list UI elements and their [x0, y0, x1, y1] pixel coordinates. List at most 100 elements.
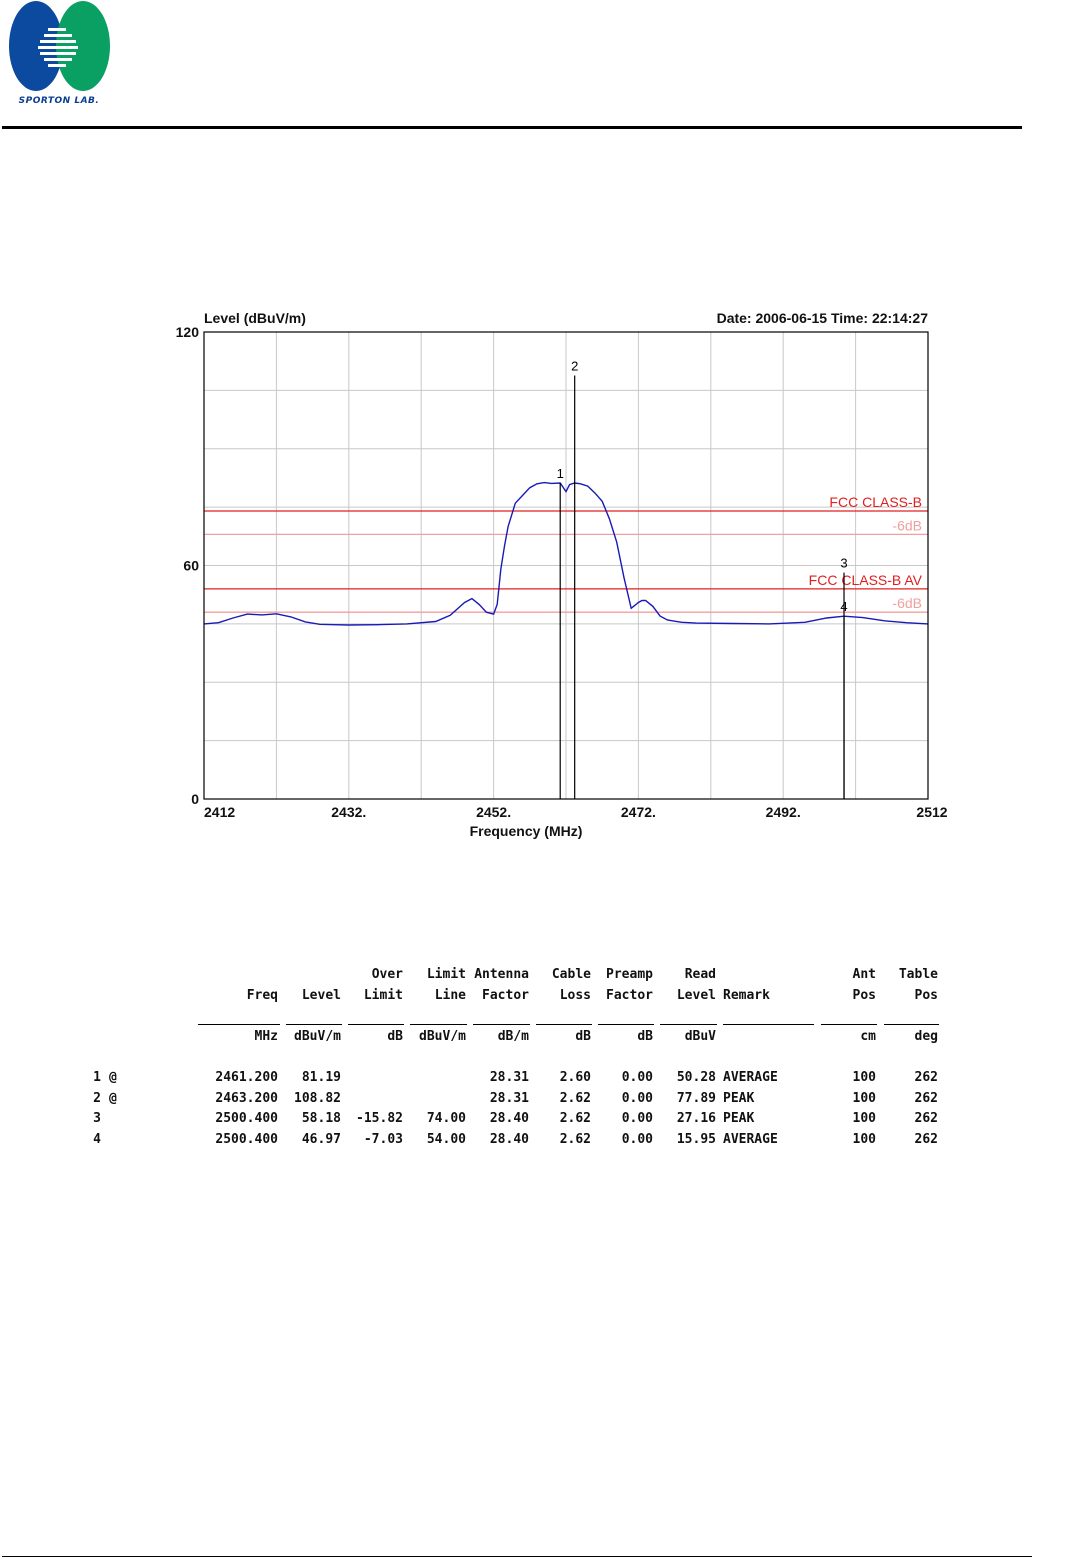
table-header-top: Table — [898, 967, 938, 982]
table-unit: dB — [575, 1029, 591, 1044]
table-header: Loss — [559, 988, 591, 1003]
table-cell: 28.31 — [489, 1090, 529, 1106]
table-cell: 2500.400 — [215, 1111, 278, 1126]
table-header-top: Preamp — [606, 967, 653, 982]
plot-frame — [203, 331, 929, 800]
table-unit: dB — [637, 1029, 653, 1044]
table-cell: AVERAGE — [723, 1070, 778, 1085]
table-cell: 58.18 — [301, 1111, 341, 1126]
table-cell: 27.16 — [676, 1111, 716, 1126]
table-header-top: Antenna — [474, 967, 529, 982]
table-cell: 1 — [93, 1070, 101, 1085]
chart-title-right: Date: 2006-06-15 Time: 22:14:27 — [717, 310, 929, 326]
table-cell: 77.89 — [676, 1090, 716, 1106]
table-unit: cm — [860, 1029, 876, 1044]
table-header-underline — [598, 1024, 654, 1025]
table-header: Pos — [852, 988, 876, 1003]
table-header-underline — [286, 1024, 342, 1025]
table-cell: 108.82 — [294, 1090, 341, 1106]
table-cell: 262 — [914, 1131, 938, 1147]
table-header-underline — [198, 1024, 280, 1025]
table-header-top: Over — [371, 967, 403, 982]
table-cell: 74.00 — [426, 1111, 466, 1126]
table-unit: dB/m — [497, 1029, 529, 1044]
table-cell: 2.62 — [559, 1131, 591, 1147]
table-unit: dBuV — [684, 1029, 716, 1044]
table-header-underline — [723, 1024, 814, 1025]
logo-right-oval — [56, 1, 110, 91]
table-cell: 46.97 — [301, 1131, 341, 1147]
x-tick-label: 2412 — [204, 804, 235, 820]
table-cell: PEAK — [723, 1111, 755, 1126]
table-unit: dBuV/m — [294, 1029, 341, 1044]
table-cell: 100 — [852, 1070, 876, 1085]
table-cell: 0.00 — [621, 1131, 653, 1147]
sporton-logo — [4, 0, 114, 112]
table-cell: 2500.400 — [215, 1131, 278, 1147]
table-header-underline — [473, 1024, 530, 1025]
table-cell: 54.00 — [426, 1131, 466, 1147]
emission-chart: FCC CLASS-B -6dB FCC CLASS-B AV -6dB 1 2 3 4 0 60… — [160, 300, 950, 850]
table-cell: 0.00 — [621, 1090, 653, 1106]
table-cell: 81.19 — [301, 1070, 341, 1085]
table-cell: 28.40 — [489, 1131, 529, 1147]
spectrum-trace — [203, 481, 929, 626]
x-tick-label: 2512 — [916, 804, 947, 820]
marker-label: 1 — [557, 466, 564, 481]
table-cell: 262 — [914, 1070, 938, 1085]
marker-label: 4 — [840, 599, 847, 614]
x-tick-label: 2492. — [766, 804, 801, 820]
table-cell: 28.31 — [489, 1070, 529, 1085]
table-unit: dBuV/m — [419, 1029, 466, 1044]
table-header-underline — [884, 1024, 939, 1025]
limit-line-label: -6dB — [892, 595, 922, 611]
table-header-underline — [536, 1024, 592, 1025]
chart-svg: FCC CLASS-B -6dB FCC CLASS-B AV -6dB 1 2 3 4 0 60… — [176, 310, 948, 839]
chart-title-left: Level (dBuV/m) — [204, 310, 306, 326]
limit-line-label: FCC CLASS-B AV — [809, 572, 923, 588]
table-cell: 2461.200 — [215, 1070, 278, 1085]
table-header-underline — [410, 1024, 467, 1025]
table-header-top: Limit — [426, 967, 466, 982]
y-tick-label: 120 — [176, 324, 200, 340]
table-header-top: Cable — [551, 967, 591, 982]
limit-line-label: -6dB — [892, 517, 922, 533]
x-tick-label: 2472. — [621, 804, 656, 820]
table-cell: 100 — [852, 1111, 876, 1126]
table-header-underline — [660, 1024, 717, 1025]
table-cell: 2.62 — [559, 1090, 591, 1106]
table-cell: 262 — [914, 1090, 938, 1106]
table-header: Pos — [914, 988, 938, 1003]
table-cell: 15.95 — [676, 1131, 716, 1147]
footer-divider — [2, 1556, 1032, 1557]
table-header-top: Ant — [852, 967, 876, 982]
table-header: Limit — [363, 988, 403, 1003]
table-unit: dB — [387, 1029, 403, 1044]
table-header-underline — [348, 1024, 404, 1025]
table-header: Level — [301, 988, 341, 1003]
table-header-underline — [821, 1024, 877, 1025]
y-tick-label: 0 — [191, 791, 199, 807]
table-header: Freq — [246, 988, 278, 1003]
table-cell: 2463.200 — [215, 1090, 278, 1106]
logo-left-oval — [9, 1, 63, 91]
x-tick-label: 2432. — [331, 804, 366, 820]
table-header: Factor — [606, 988, 653, 1003]
table-header-top: Read — [684, 967, 716, 982]
table-cell: @ — [109, 1090, 117, 1106]
table-cell: PEAK — [723, 1090, 755, 1106]
logo-stripes — [38, 28, 78, 67]
table-cell: -7.03 — [363, 1131, 403, 1147]
table-cell: AVERAGE — [723, 1131, 778, 1147]
marker-label: 2 — [571, 359, 578, 374]
table-header: Line — [434, 988, 466, 1003]
table-header: Factor — [482, 988, 529, 1003]
y-tick-label: 60 — [183, 558, 199, 574]
header-divider — [2, 126, 1022, 129]
table-cell: 3 — [93, 1111, 101, 1126]
table-header: Remark — [723, 988, 770, 1003]
table-cell: 28.40 — [489, 1111, 529, 1126]
x-tick-label: 2452. — [476, 804, 511, 820]
table-cell: 100 — [852, 1090, 876, 1106]
table-header: Level — [676, 988, 716, 1003]
